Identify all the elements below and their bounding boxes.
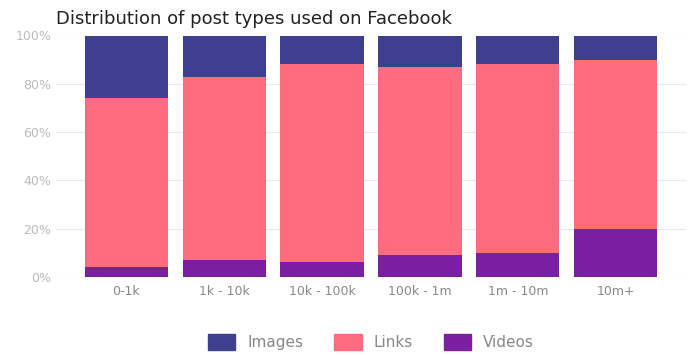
Bar — [85, 267, 168, 277]
Bar — [85, 98, 168, 267]
Bar — [183, 77, 266, 260]
Bar — [476, 253, 559, 277]
Bar — [574, 36, 657, 60]
Bar — [476, 36, 559, 65]
Bar — [183, 260, 266, 277]
Bar — [574, 60, 657, 229]
Text: Distribution of post types used on Facebook: Distribution of post types used on Faceb… — [56, 10, 452, 28]
Legend: Images, Links, Videos: Images, Links, Videos — [202, 328, 540, 355]
Bar — [281, 36, 364, 65]
Bar — [183, 36, 266, 77]
Bar — [378, 67, 461, 255]
Bar — [476, 65, 559, 253]
Bar — [378, 36, 461, 67]
Bar — [574, 229, 657, 277]
Bar — [281, 65, 364, 262]
Bar — [378, 255, 461, 277]
Bar — [85, 36, 168, 98]
Bar — [281, 262, 364, 277]
